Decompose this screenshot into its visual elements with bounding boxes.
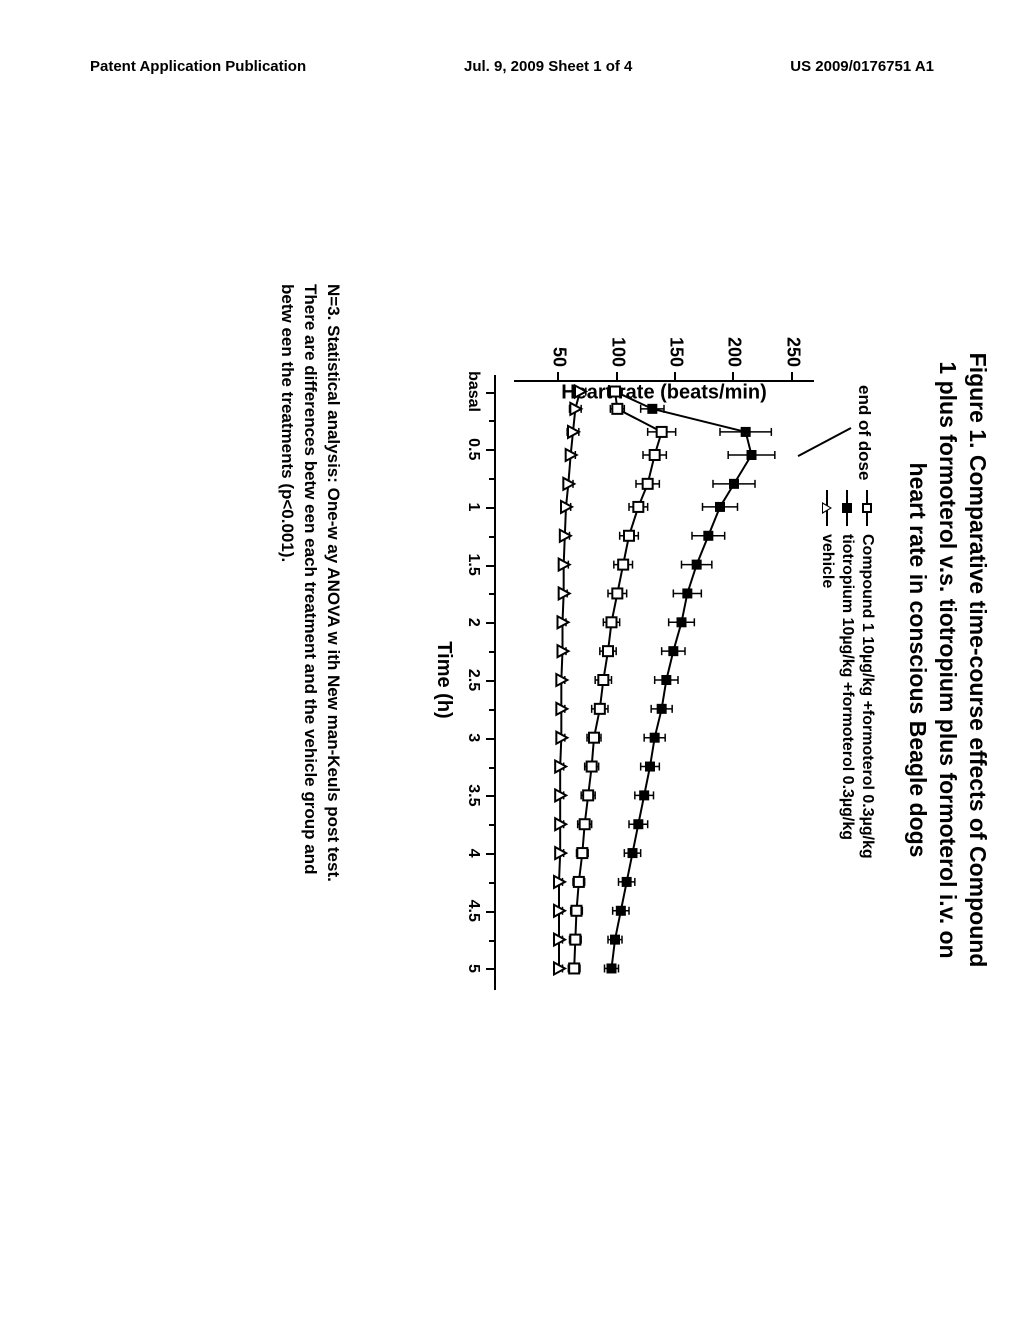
x-tick-label: 4 [464, 849, 482, 858]
x-tick-minor [489, 824, 494, 826]
y-tick [616, 372, 618, 380]
open-square-icon [862, 503, 872, 513]
page-header: Patent Application Publication Jul. 9, 2… [0, 58, 1024, 75]
y-tick [791, 372, 793, 380]
legend-label: vehicle [818, 534, 836, 588]
legend-label: tiotropium 10µg/kg +formoterol 0.3µg/kg [838, 534, 856, 840]
y-tick-label: 250 [782, 325, 803, 367]
x-tick-label: 0.5 [464, 438, 482, 460]
header-left: Patent Application Publication [90, 58, 306, 75]
y-tick-label: 100 [607, 325, 628, 367]
x-tick-minor [489, 593, 494, 595]
y-tick [674, 372, 676, 380]
x-tick-label: 3 [464, 733, 482, 742]
end-of-dose-label: end of dose [854, 385, 874, 480]
x-axis-title: Time (h) [432, 641, 455, 718]
x-tick [486, 507, 494, 509]
x-tick-label: 3.5 [464, 784, 482, 806]
x-tick [486, 738, 494, 740]
x-tick-minor [489, 709, 494, 711]
y-tick-label: 150 [666, 325, 687, 367]
legend-line-icon [846, 490, 848, 526]
figure-container: Figure 1. Comparative time-course effect… [32, 278, 992, 1042]
x-axis-line [494, 375, 496, 990]
x-tick [486, 565, 494, 567]
legend-item-vehicle: vehicle [818, 490, 836, 859]
plot-box: Heart rate (beats/min) Time (h) end of d… [524, 380, 804, 980]
x-tick-minor [489, 767, 494, 769]
header-right: US 2009/0176751 A1 [790, 58, 934, 75]
x-tick-minor [489, 536, 494, 538]
x-tick [486, 795, 494, 797]
x-tick-minor [489, 940, 494, 942]
x-tick [486, 680, 494, 682]
legend-item-compound1: Compound 1 10µg/kg +formoterol 0.3µg/kg [858, 490, 876, 859]
x-tick [486, 911, 494, 913]
x-tick [486, 392, 494, 394]
x-tick-minor [489, 420, 494, 422]
dose-arrow-icon [798, 427, 852, 457]
x-tick [486, 968, 494, 970]
legend-label: Compound 1 10µg/kg +formoterol 0.3µg/kg [858, 534, 876, 859]
legend-item-tiotropium: tiotropium 10µg/kg +formoterol 0.3µg/kg [838, 490, 856, 859]
legend-line-icon [866, 490, 868, 526]
x-tick-label: 2 [464, 618, 482, 627]
x-tick [486, 449, 494, 451]
chart-svg [524, 380, 804, 980]
x-tick-minor [489, 882, 494, 884]
chart-area: Compound 1 10µg/kg +formoterol 0.3µg/kg … [464, 290, 884, 1030]
legend-line-icon [826, 490, 828, 526]
figure-title: Figure 1. Comparative time-course effect… [902, 278, 992, 1042]
y-tick-label: 200 [724, 325, 745, 367]
x-tick-label: basal [464, 371, 482, 412]
legend: Compound 1 10µg/kg +formoterol 0.3µg/kg … [816, 490, 876, 859]
x-tick-minor [489, 478, 494, 480]
x-tick [486, 853, 494, 855]
x-tick-label: 2.5 [464, 669, 482, 691]
x-tick-label: 4.5 [464, 900, 482, 922]
y-tick [732, 372, 734, 380]
x-tick-label: 5 [464, 964, 482, 973]
header-center: Jul. 9, 2009 Sheet 1 of 4 [464, 58, 632, 75]
x-tick-label: 1.5 [464, 553, 482, 575]
y-tick [557, 372, 559, 380]
open-triangle-icon [822, 502, 832, 514]
y-tick-label: 50 [549, 325, 570, 367]
x-tick [486, 622, 494, 624]
figure-footnote: N=3. Statistical analysis: One-w ay ANOV… [276, 278, 345, 1042]
filled-square-icon [842, 503, 852, 513]
x-tick-minor [489, 651, 494, 653]
x-tick-label: 1 [464, 502, 482, 511]
